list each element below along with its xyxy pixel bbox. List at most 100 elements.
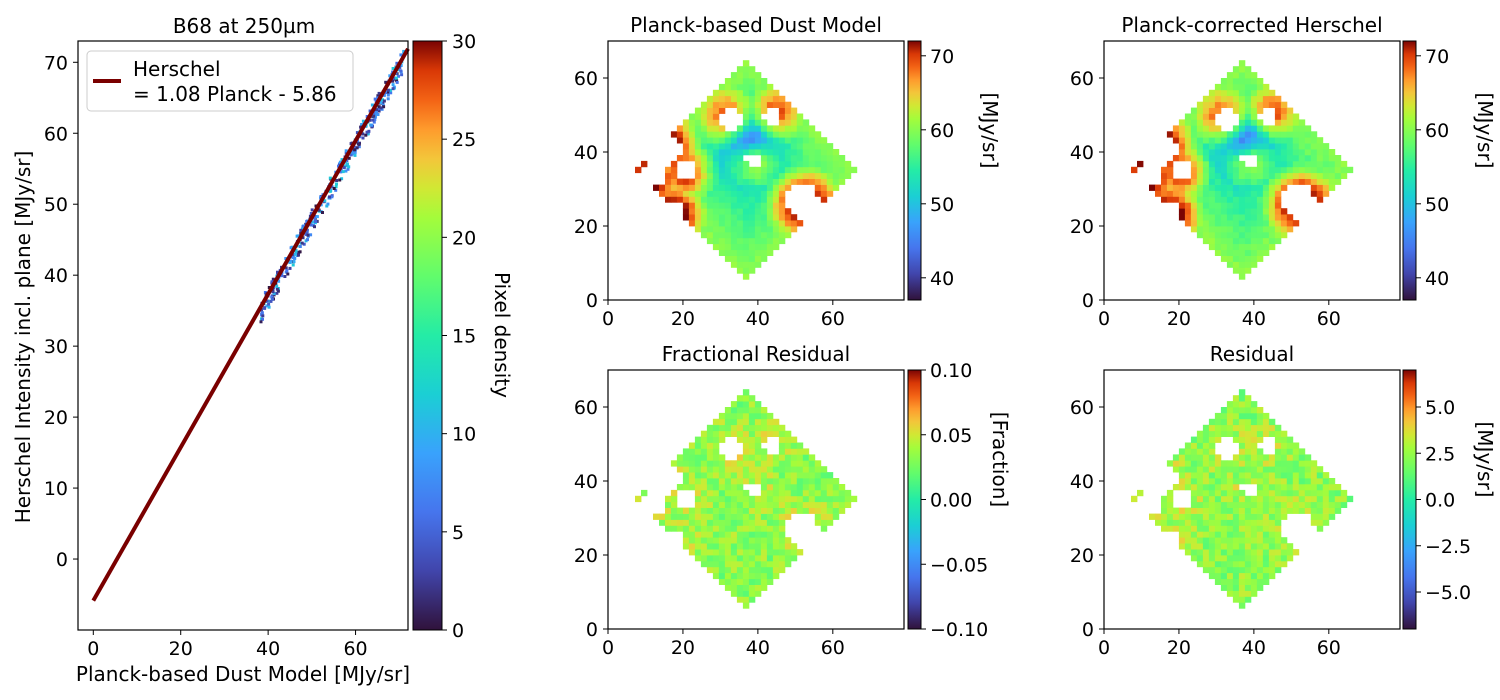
map-cell: [1268, 495, 1276, 503]
map-cell: [700, 484, 708, 491]
scatter-axes-frame: [77, 40, 409, 631]
map-cell: [1190, 519, 1198, 526]
map-cell: [742, 519, 750, 526]
map-cell: [1304, 166, 1312, 174]
map-cell: [665, 519, 672, 526]
map-cell: [1208, 113, 1216, 120]
map-cell: [1262, 237, 1270, 245]
map-cell: [688, 460, 696, 467]
density-point: [357, 145, 361, 149]
map-cell: [1268, 519, 1276, 526]
map-cell: [1178, 460, 1186, 467]
map-cell: [784, 436, 792, 443]
map-cell: [1226, 143, 1234, 150]
map-cell: [1202, 196, 1210, 203]
map-cell: [754, 202, 762, 209]
map-cell: [1238, 125, 1246, 132]
map-cell: [1244, 237, 1252, 245]
map-cell: [736, 137, 744, 144]
map-x-tick-label: 60: [1317, 308, 1341, 330]
density-point: [379, 106, 383, 110]
map-cell: [724, 412, 732, 420]
map-cell: [1178, 137, 1186, 144]
map-cell: [844, 489, 852, 497]
density-point: [377, 109, 381, 113]
map-cell: [1202, 495, 1210, 503]
map-cell: [1166, 160, 1174, 168]
map-cell: [1298, 484, 1306, 491]
map-cell: [1250, 190, 1258, 197]
map-cell: [712, 537, 720, 544]
map-cell: [1256, 184, 1264, 191]
map-cell: [1226, 214, 1234, 221]
map-cell: [1286, 466, 1294, 473]
map-cell: [1232, 149, 1240, 156]
map-cell: [1238, 549, 1246, 556]
map-cell: [1262, 466, 1270, 473]
map-cell: [742, 395, 750, 402]
map-cell: [808, 155, 816, 162]
map-cell: [754, 519, 762, 526]
map-cell: [1256, 418, 1264, 426]
map-cell: [796, 460, 804, 467]
map-cell: [718, 501, 726, 508]
map-cell: [712, 513, 720, 520]
map-cell: [796, 472, 804, 479]
map-cell: [1202, 202, 1210, 209]
map-cell: [1334, 166, 1342, 174]
map-cell: [1322, 519, 1330, 526]
map-cell: [1226, 243, 1234, 251]
map-cell: [665, 184, 672, 191]
map-cell: [1196, 448, 1204, 455]
density-point: [259, 320, 263, 324]
map-cell: [1250, 261, 1258, 268]
map-cell: [724, 243, 732, 251]
map-cell: [653, 513, 660, 520]
map-cell: [730, 89, 738, 97]
map-cell: [736, 208, 744, 215]
map-cell: [670, 196, 678, 203]
map-cell: [1244, 566, 1252, 574]
map-cell: [688, 478, 696, 485]
density-point: [328, 176, 332, 180]
map-cell: [802, 160, 810, 168]
map-cell: [1178, 202, 1186, 209]
map-cell: [784, 472, 792, 479]
map-cell: [1190, 454, 1198, 461]
density-point: [309, 233, 313, 237]
map-cell: [766, 89, 774, 97]
map-cell: [706, 525, 714, 532]
map-cell: [796, 501, 804, 508]
map-cell: [700, 220, 708, 227]
map-cell: [688, 202, 696, 209]
map-cell: [1304, 125, 1312, 132]
map-cell: [778, 143, 786, 150]
map-cell: [772, 472, 780, 479]
map-cell: [1286, 160, 1294, 168]
map-cell: [736, 555, 744, 562]
map-cell: [1131, 495, 1138, 503]
density-point: [338, 160, 342, 164]
map-cell: [724, 149, 732, 156]
map-cell: [718, 243, 726, 251]
map-cell: [1214, 231, 1222, 239]
map-cell: [766, 489, 774, 497]
map-cell: [1250, 226, 1258, 233]
map-cell: [748, 190, 756, 197]
map-cell: [778, 430, 786, 437]
map-cell: [1238, 572, 1246, 580]
map-cell: [1208, 484, 1216, 491]
map-cell: [1190, 107, 1198, 114]
map-cell: [784, 119, 792, 126]
map-cell: [730, 214, 738, 221]
map-cell: [1238, 478, 1246, 485]
map-cell: [742, 273, 750, 280]
map-cell: [1178, 149, 1186, 156]
map-cell: [1262, 172, 1270, 179]
map-cell: [1298, 507, 1306, 514]
map-cell: [1262, 513, 1270, 520]
map-cell: [802, 501, 810, 508]
map-cell: [802, 460, 810, 467]
density-point: [301, 236, 305, 240]
map-cell: [1262, 566, 1270, 574]
